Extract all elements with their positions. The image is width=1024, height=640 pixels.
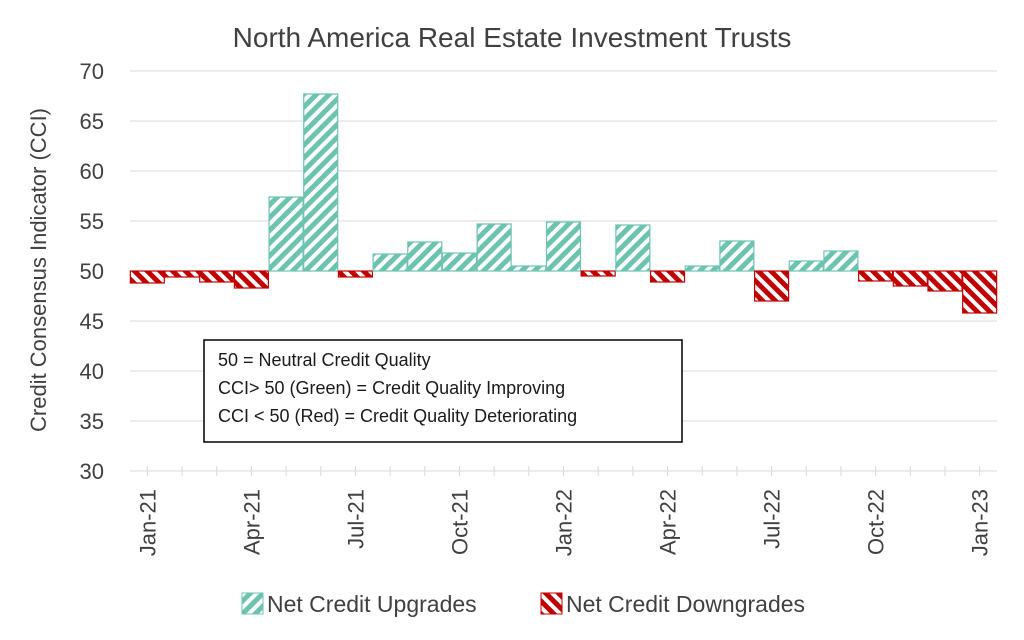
x-tick-label-Jan-22: Jan-22	[552, 489, 577, 556]
bar-Apr-21	[233, 270, 269, 289]
annotation-line-2: CCI> 50 (Green) = Credit Quality Improvi…	[218, 378, 565, 398]
annotation-box: 50 = Neutral Credit Quality CCI> 50 (Gre…	[203, 339, 683, 443]
x-tick-label-Jul-21: Jul-21	[343, 489, 368, 549]
bar-Feb-22	[580, 270, 616, 277]
y-tick-label-55: 55	[80, 209, 104, 234]
bar-Nov-21	[476, 223, 512, 272]
x-tick-label-Apr-21: Apr-21	[239, 489, 264, 555]
legend-label-upgrades: Net Credit Upgrades	[267, 591, 477, 617]
bar-Oct-21	[441, 252, 478, 272]
bar-Dec-22	[927, 270, 963, 292]
annotation-frame	[203, 339, 683, 443]
y-tick-label-70: 70	[80, 59, 104, 84]
chart-title: North America Real Estate Investment Tru…	[233, 22, 792, 53]
bar-Jan-21	[129, 270, 165, 284]
y-axis-ticks: 30 35 40 45 50 55 60 65 70	[80, 59, 104, 484]
bar-Jul-22	[753, 270, 790, 302]
bar-May-21	[268, 196, 304, 272]
y-tick-label-65: 65	[80, 109, 104, 134]
bar-Jun-21	[303, 93, 339, 272]
bar-Apr-22	[649, 270, 686, 283]
bar-Mar-21	[199, 270, 235, 283]
bar-Aug-22	[788, 260, 824, 272]
y-tick-label-60: 60	[80, 159, 104, 184]
legend-swatch-upgrades	[241, 592, 264, 615]
x-tick-label-Jan-21: Jan-21	[135, 489, 160, 556]
x-tick-label-Jul-22: Jul-22	[760, 489, 785, 549]
legend-swatch-downgrades	[540, 592, 563, 615]
x-tick-label-Oct-21: Oct-21	[447, 489, 472, 555]
bar-Aug-21	[372, 253, 408, 272]
y-tick-label-35: 35	[80, 409, 104, 434]
y-axis-title: Credit Consensus Indicator (CCI)	[26, 108, 51, 432]
bars	[129, 93, 998, 314]
annotation-line-3: CCI < 50 (Red) = Credit Quality Deterior…	[218, 406, 577, 426]
bar-Feb-21	[164, 270, 200, 278]
bar-Nov-22	[892, 270, 928, 287]
legend-label-downgrades: Net Credit Downgrades	[566, 591, 805, 617]
bar-Jan-22	[545, 221, 582, 272]
bar-Sep-22	[823, 250, 859, 272]
x-tick-label-Oct-22: Oct-22	[864, 489, 889, 555]
bar-Jul-21	[337, 270, 374, 278]
y-tick-label-30: 30	[80, 459, 104, 484]
bar-Jan-23	[962, 270, 998, 314]
x-tick-label-Apr-22: Apr-22	[656, 489, 681, 555]
annotation-line-1: 50 = Neutral Credit Quality	[218, 350, 431, 370]
y-tick-label-50: 50	[80, 259, 104, 284]
bar-Sep-21	[407, 241, 443, 272]
bar-May-22	[684, 265, 720, 272]
x-tick-label-Jan-23: Jan-23	[968, 489, 993, 556]
bar-Oct-22	[858, 270, 894, 282]
bar-Dec-21	[511, 265, 547, 272]
x-axis: Jan-21 Apr-21 Jul-21 Oct-21 Jan-22 Apr-22 Jul-…	[130, 466, 997, 556]
bar-Mar-22	[615, 224, 651, 272]
y-tick-label-40: 40	[80, 359, 104, 384]
legend: Net Credit Upgrades Net Credit Downgrade…	[241, 591, 805, 617]
y-tick-label-45: 45	[80, 309, 104, 334]
bar-Jun-22	[719, 240, 755, 272]
